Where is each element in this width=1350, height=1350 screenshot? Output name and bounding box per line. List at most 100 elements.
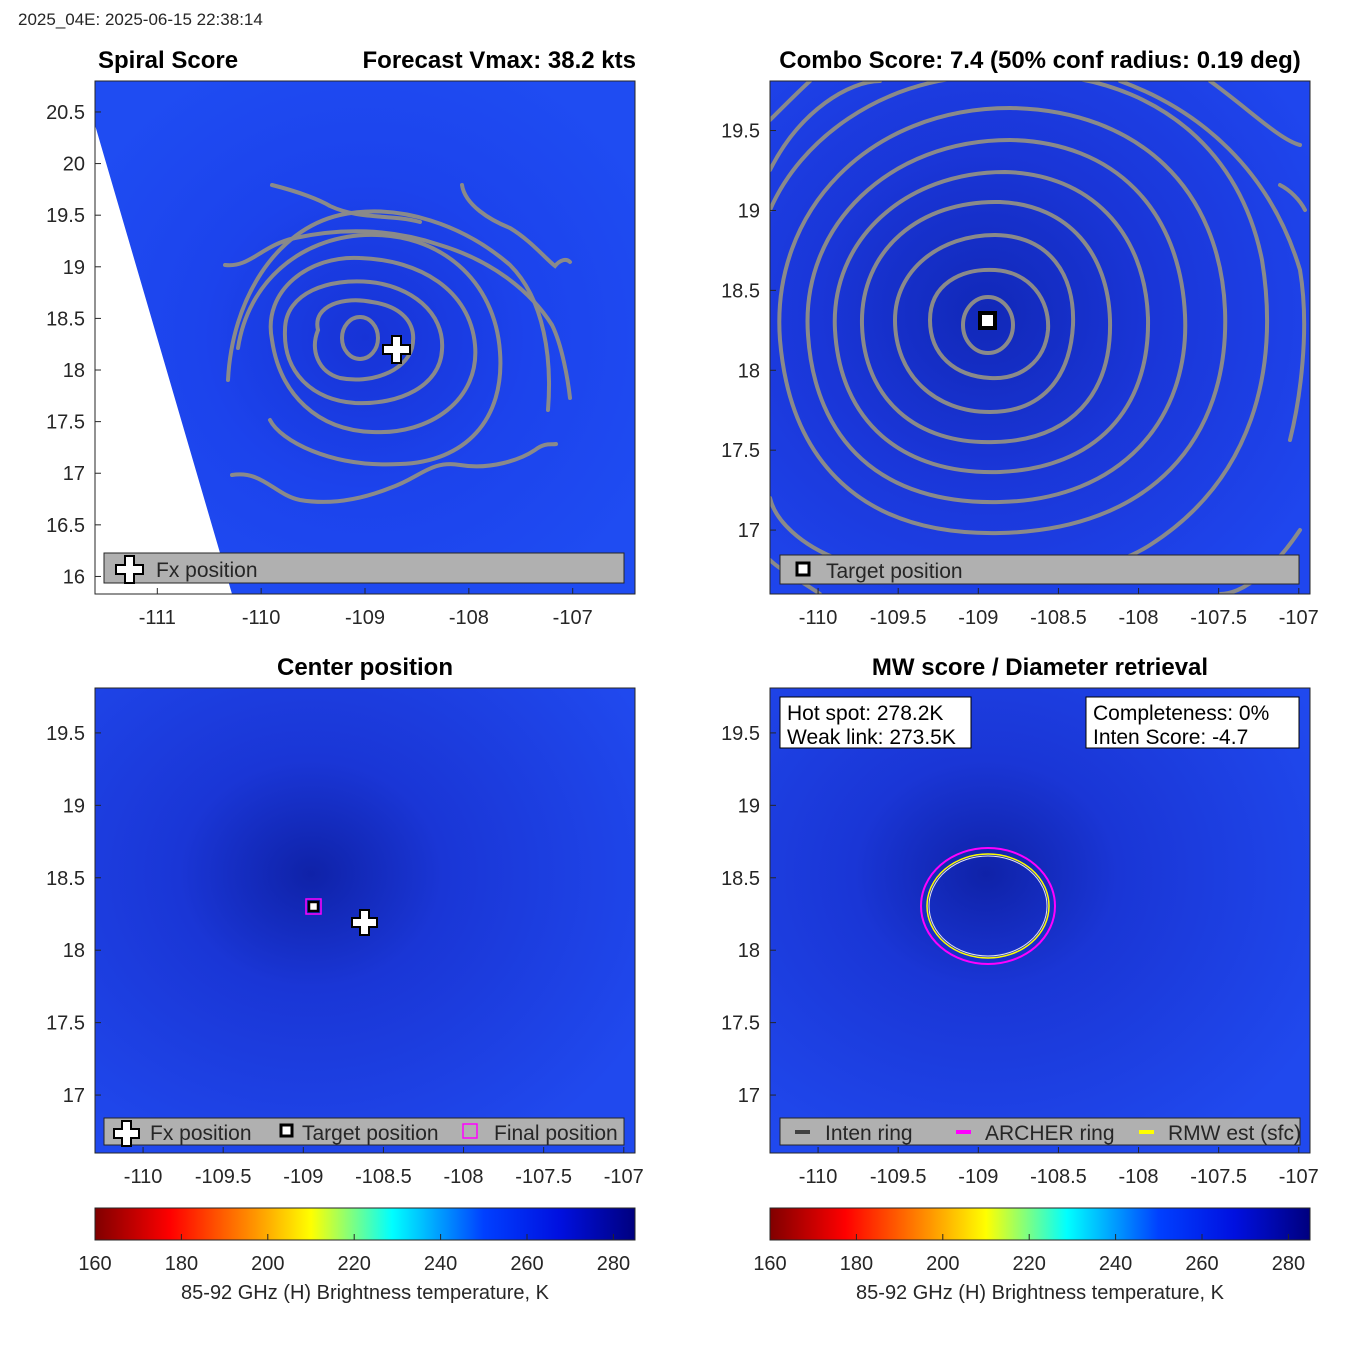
x-tick-label: -109.5: [870, 1166, 927, 1188]
y-tick-label: 19: [63, 257, 85, 279]
center-legend-fx-label: Fx position: [150, 1122, 252, 1145]
y-tick-label: 20.5: [46, 102, 85, 124]
spiral-legend-fx-label: Fx position: [156, 559, 258, 582]
mw-hotspot-text: Hot spot: 278.2K: [787, 702, 943, 725]
combo-axes-frame: [769, 80, 1311, 595]
x-tick-label: -111: [139, 607, 176, 629]
y-tick-label: 18: [63, 940, 85, 962]
x-tick-label: -108.5: [1030, 1166, 1087, 1188]
y-tick-label: 19.5: [46, 205, 85, 227]
y-tick-label: 18.5: [721, 868, 760, 890]
colorbar-tick-label: 260: [1185, 1253, 1218, 1275]
y-tick-label: 16.5: [46, 515, 85, 537]
x-tick-label: -108: [1119, 607, 1159, 629]
x-tick-label: -109: [958, 607, 998, 629]
spiral-title: Spiral Score: [98, 47, 238, 74]
y-tick-label: 17.5: [46, 1013, 85, 1035]
colorbar-tick-label: 200: [926, 1253, 959, 1275]
y-tick-label: 19: [738, 795, 760, 817]
center-legend-fx-icon: [113, 1120, 140, 1147]
colorbar-left-ticks: 160 180 200 220 240 260 280: [78, 1234, 630, 1275]
colorbar-tick-label: 280: [1272, 1253, 1305, 1275]
y-tick-label: 19: [63, 795, 85, 817]
x-tick-label: -108.5: [355, 1166, 412, 1188]
center-fx-marker: [351, 909, 378, 936]
x-tick-label: -107.5: [515, 1166, 572, 1188]
colorbar-right: 160 180 200 220 240 260 280 85-92 GHz (H) Brig…: [753, 1207, 1311, 1304]
combo-plot-field: [770, 81, 1310, 594]
x-tick-label: -107: [1279, 607, 1319, 629]
colorbar-tick-label: 280: [597, 1253, 630, 1275]
combo-contour-6: [805, 137, 1188, 505]
x-tick-label: -108.5: [1030, 607, 1087, 629]
spiral-contour-2: [313, 298, 416, 382]
y-tick-label: 18.5: [721, 280, 760, 302]
combo-title: Combo Score: 7.4 (50% conf radius: 0.19 …: [779, 47, 1300, 74]
colorbar-left-label: 85-92 GHz (H) Brightness temperature, K: [181, 1282, 550, 1304]
x-tick-label: -107: [1279, 1166, 1319, 1188]
combo-legend-target-label: Target position: [826, 560, 963, 583]
x-tick-label: -109.5: [870, 607, 927, 629]
colorbar-tick-label: 240: [1099, 1253, 1132, 1275]
figure-timestamp: 2025_04E: 2025-06-15 22:38:14: [18, 10, 263, 29]
spiral-legend-box: [103, 552, 625, 584]
spiral-contour-5: [236, 232, 503, 467]
center-target-marker: [307, 900, 320, 913]
colorbar-tick-label: 180: [165, 1253, 198, 1275]
mw-archer-ring: [920, 847, 1056, 965]
mw-title: MW score / Diameter retrieval: [872, 654, 1208, 681]
mw-inten-ring: [928, 855, 1048, 957]
panel-center-position: Center position Fx position Target posit…: [46, 654, 644, 1188]
x-tick-label: -107: [553, 607, 593, 629]
colorbar-right-gradient: [769, 1207, 1311, 1241]
combo-contour-4: [859, 199, 1113, 445]
y-tick-label: 20: [63, 154, 85, 176]
spiral-contour-4: [268, 255, 478, 435]
combo-ticks: -110 -109.5 -109 -108.5 -108 -107.5 -107 17 17.5…: [721, 121, 1319, 629]
y-tick-label: 17.5: [46, 412, 85, 434]
colorbar-tick-label: 160: [78, 1253, 111, 1275]
mw-rmw-ring: [926, 853, 1050, 959]
colorbar-tick-label: 180: [840, 1253, 873, 1275]
mw-ticks: -110 -109.5 -109 -108.5 -108 -107.5 -107 17 17.5…: [721, 723, 1319, 1188]
x-tick-label: -107.5: [1190, 607, 1247, 629]
combo-contour-1: [961, 295, 1015, 355]
colorbar-right-ticks: 160 180 200 220 240 260 280: [753, 1234, 1305, 1275]
mw-inten-score-text: Inten Score: -4.7: [1093, 726, 1248, 749]
panel-mw-score: MW score / Diameter retrieval Hot spot: …: [721, 654, 1319, 1188]
x-tick-label: -109: [958, 1166, 998, 1188]
combo-contours: [770, 81, 1307, 594]
x-tick-label: -110: [242, 607, 281, 629]
x-tick-label: -109: [283, 1166, 323, 1188]
x-tick-label: -107.5: [1190, 1166, 1247, 1188]
y-tick-label: 17.5: [721, 440, 760, 462]
x-tick-label: -107: [604, 1166, 644, 1188]
mw-completeness-box: Completeness: 0% Inten Score: -4.7: [1085, 696, 1300, 749]
colorbar-tick-label: 220: [338, 1253, 371, 1275]
x-tick-label: -108: [449, 607, 489, 629]
combo-legend-box: [779, 554, 1300, 585]
spiral-contour-8: [270, 183, 422, 224]
spiral-vmax-title: Forecast Vmax: 38.2 kts: [363, 47, 636, 74]
x-tick-label: -110: [124, 1166, 163, 1188]
spiral-ticks: -111 -110 -109 -108 -107 16 16.5 17 17.5 18 18.5 19…: [46, 102, 593, 629]
center-axes-frame: [94, 687, 636, 1154]
x-tick-label: -109: [345, 607, 385, 629]
mw-legend-rmw-label: RMW est (sfc): [1168, 1122, 1301, 1145]
spiral-fx-marker: [382, 335, 411, 364]
y-tick-label: 18.5: [46, 308, 85, 330]
spiral-contours: [223, 183, 572, 504]
center-legend-final-icon: [462, 1123, 478, 1139]
spiral-legend: Fx position: [103, 552, 625, 584]
combo-legend-target-icon: [795, 561, 811, 577]
panel-combo-score: Combo Score: 7.4 (50% conf radius: 0.19 …: [721, 47, 1319, 629]
center-ticks: -110 -109.5 -109 -108.5 -108 -107.5 -107 17 17.5…: [46, 723, 644, 1188]
mw-weaklink-text: Weak link: 273.5K: [787, 726, 956, 749]
center-legend: Fx position Target position Final positi…: [103, 1117, 625, 1147]
combo-contour-5: [832, 169, 1151, 475]
y-tick-label: 17: [63, 463, 85, 485]
center-legend-target-icon: [279, 1123, 294, 1138]
spiral-contour-6: [226, 209, 552, 412]
mw-legend-archer-label: ARCHER ring: [985, 1122, 1115, 1145]
combo-legend: Target position: [779, 554, 1300, 585]
